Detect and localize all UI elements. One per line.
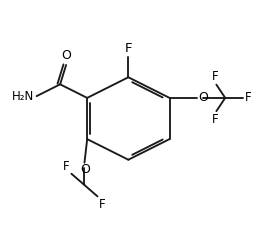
Text: F: F <box>99 198 106 210</box>
Text: F: F <box>245 91 251 104</box>
Text: F: F <box>124 42 132 55</box>
Text: H₂N: H₂N <box>12 90 34 103</box>
Text: O: O <box>198 91 208 104</box>
Text: F: F <box>212 70 219 83</box>
Text: O: O <box>80 163 90 176</box>
Text: F: F <box>63 160 70 173</box>
Text: O: O <box>62 49 72 62</box>
Text: F: F <box>212 113 219 126</box>
